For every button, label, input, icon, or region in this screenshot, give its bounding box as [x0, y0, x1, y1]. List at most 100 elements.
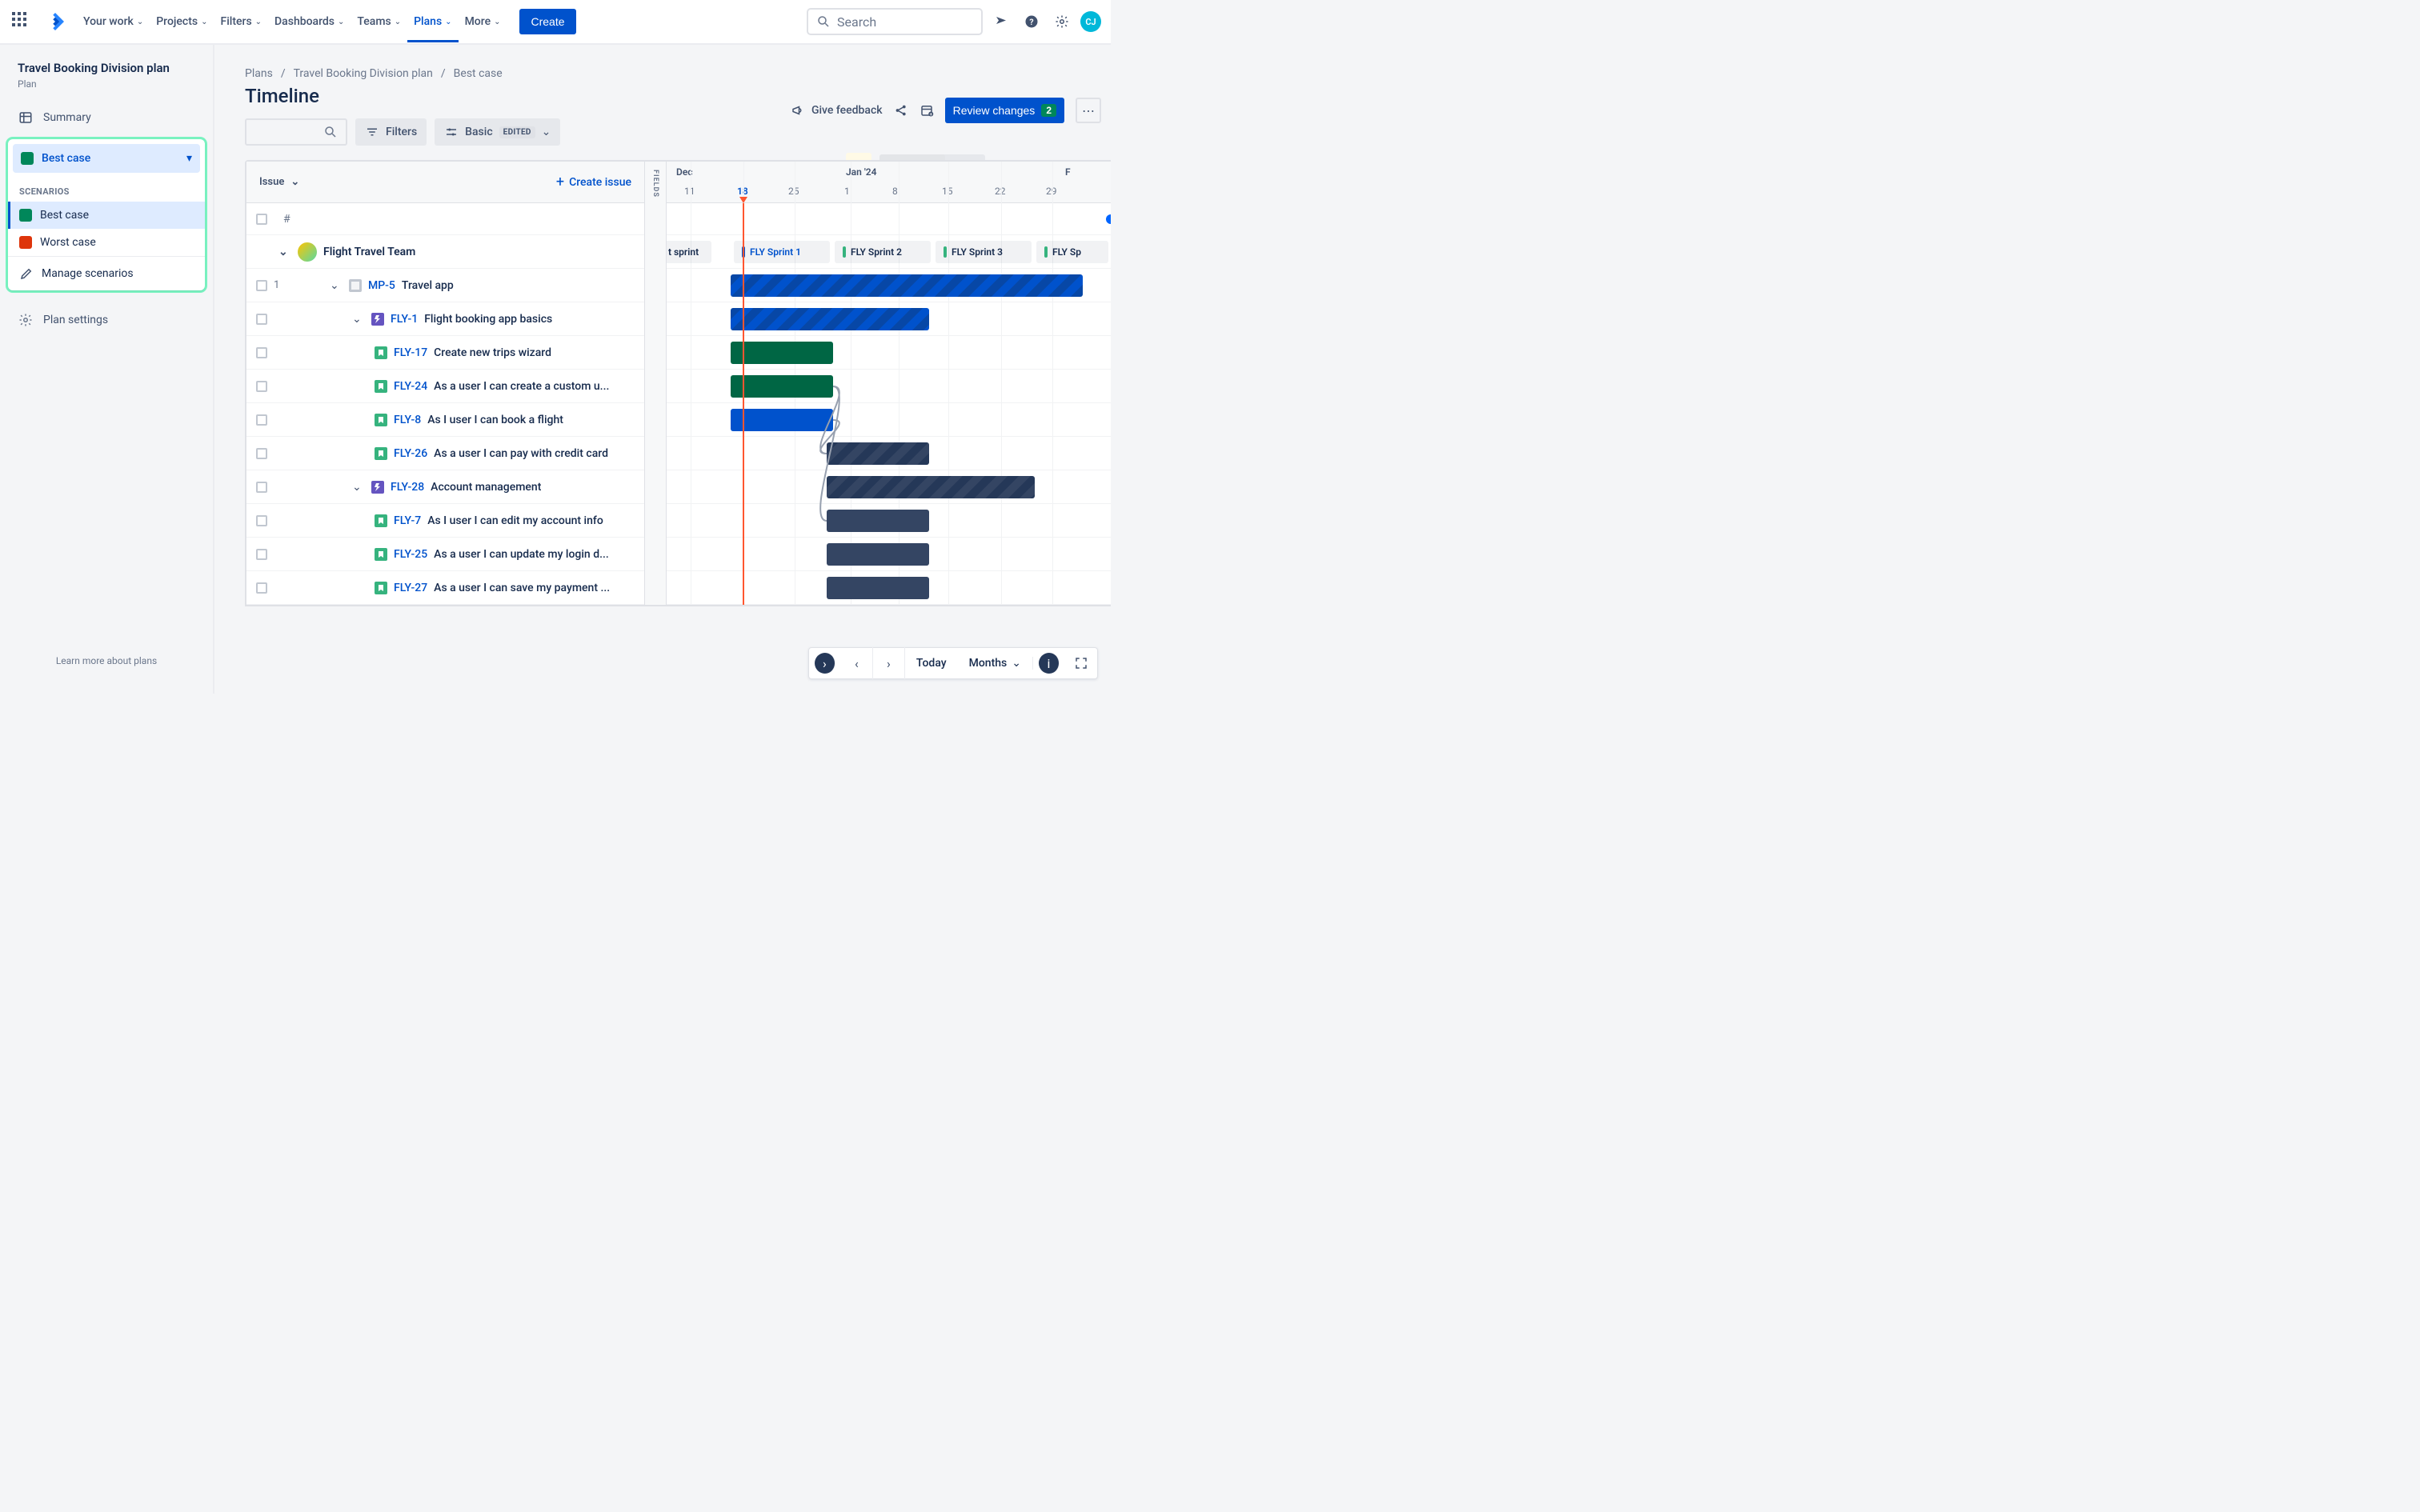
- today-button[interactable]: Today: [905, 657, 958, 670]
- gantt-bar[interactable]: [827, 476, 1035, 498]
- breadcrumb-item[interactable]: Travel Booking Division plan: [294, 67, 433, 80]
- issue-key[interactable]: FLY-8: [394, 414, 421, 426]
- expand-icon[interactable]: ⌄: [352, 313, 365, 326]
- team-row[interactable]: ⌄ Flight Travel Team: [246, 235, 644, 269]
- give-feedback-button[interactable]: Give feedback: [791, 103, 883, 118]
- scenario-option-worst-case[interactable]: Worst case: [8, 229, 205, 256]
- gantt-bar[interactable]: [827, 510, 929, 532]
- review-changes-button[interactable]: Review changes 2: [945, 98, 1064, 123]
- issue-row[interactable]: ⌄ FLY-28 Account management: [246, 470, 644, 504]
- issue-row[interactable]: FLY-27 As a user I can save my payment .…: [246, 571, 644, 605]
- learn-link[interactable]: Learn more about plans: [0, 655, 213, 678]
- sidebar-item-plan-settings[interactable]: Plan settings: [0, 305, 213, 335]
- gantt-bar[interactable]: [731, 308, 929, 330]
- breadcrumb-item[interactable]: Best case: [454, 67, 503, 80]
- scroll-right-button[interactable]: ›: [815, 653, 835, 674]
- autoschedule-button[interactable]: +: [920, 103, 934, 118]
- row-checkbox[interactable]: [256, 448, 267, 459]
- issue-row[interactable]: FLY-25 As a user I can update my login d…: [246, 538, 644, 571]
- option-label: Best case: [40, 209, 89, 222]
- create-issue-button[interactable]: + Create issue: [556, 174, 631, 190]
- sidebar-item-summary[interactable]: Summary: [0, 102, 213, 133]
- share-button[interactable]: [894, 103, 908, 118]
- issue-row[interactable]: ⌄ FLY-1 Flight booking app basics: [246, 302, 644, 336]
- settings-icon[interactable]: [1050, 10, 1074, 34]
- select-all-checkbox[interactable]: [256, 214, 267, 225]
- gantt-bar[interactable]: [827, 543, 929, 566]
- gantt-bar[interactable]: [827, 442, 929, 465]
- nav-item-filters[interactable]: Filters⌄: [214, 1, 268, 42]
- row-checkbox[interactable]: [256, 482, 267, 493]
- issue-key[interactable]: FLY-17: [394, 346, 427, 359]
- issue-key[interactable]: FLY-28: [391, 481, 424, 494]
- manage-scenarios[interactable]: Manage scenarios: [8, 256, 205, 290]
- breadcrumb-item[interactable]: Plans: [245, 67, 273, 80]
- issue-key[interactable]: FLY-1: [391, 313, 418, 326]
- jira-logo-icon[interactable]: [46, 13, 64, 30]
- timeline-controls: › ‹ › Today Months ⌄ i: [808, 647, 1098, 679]
- scenario-option-best-case[interactable]: Best case: [8, 202, 205, 229]
- sprint-pill[interactable]: FLY Sprint 1: [734, 241, 830, 263]
- sprint-pill[interactable]: t sprint: [667, 241, 711, 263]
- gantt-bar[interactable]: [731, 274, 1083, 297]
- basic-filter-button[interactable]: Basic EDITED ⌄: [435, 118, 560, 146]
- row-checkbox[interactable]: [256, 347, 267, 358]
- issue-row[interactable]: FLY-26 As a user I can pay with credit c…: [246, 437, 644, 470]
- fullscreen-button[interactable]: [1065, 647, 1097, 679]
- row-checkbox[interactable]: [256, 414, 267, 426]
- nav-item-teams[interactable]: Teams⌄: [351, 1, 407, 42]
- row-checkbox[interactable]: [256, 381, 267, 392]
- gantt-bar[interactable]: [731, 409, 833, 431]
- global-search[interactable]: Search: [807, 8, 983, 35]
- issue-row[interactable]: FLY-17 Create new trips wizard: [246, 336, 644, 370]
- filters-button[interactable]: Filters: [355, 118, 427, 146]
- issue-key[interactable]: FLY-25: [394, 548, 427, 561]
- gantt-bar[interactable]: [731, 375, 833, 398]
- scenario-selected[interactable]: Best case ▾: [13, 144, 200, 173]
- issue-search[interactable]: [245, 118, 347, 146]
- issue-row[interactable]: FLY-24 As a user I can create a custom u…: [246, 370, 644, 403]
- nav-item-more[interactable]: More⌄: [459, 1, 507, 42]
- nav-item-dashboards[interactable]: Dashboards⌄: [268, 1, 351, 42]
- nav-label: Teams: [357, 15, 391, 28]
- info-button[interactable]: i: [1039, 653, 1060, 674]
- issue-key[interactable]: FLY-24: [394, 380, 427, 393]
- issue-row[interactable]: 1 ⌄ MP-5 Travel app: [246, 269, 644, 302]
- row-checkbox[interactable]: [256, 314, 267, 325]
- expand-icon[interactable]: ⌄: [352, 481, 365, 494]
- chevron-down-icon[interactable]: ⌄: [290, 176, 299, 188]
- row-checkbox[interactable]: [256, 582, 267, 594]
- gantt-bar[interactable]: [731, 342, 833, 364]
- nav-item-projects[interactable]: Projects⌄: [150, 1, 214, 42]
- expand-icon[interactable]: ⌄: [330, 279, 343, 292]
- issue-key[interactable]: MP-5: [368, 279, 395, 292]
- app-switcher-icon[interactable]: [10, 10, 34, 34]
- row-checkbox[interactable]: [256, 280, 267, 291]
- help-icon[interactable]: ?: [1020, 10, 1044, 34]
- sprint-pill[interactable]: FLY Sprint 3: [936, 241, 1032, 263]
- expand-icon[interactable]: ⌄: [278, 246, 291, 258]
- issue-row[interactable]: FLY-8 As I user I can book a flight: [246, 403, 644, 437]
- day-label: 18: [737, 186, 748, 197]
- nav-item-your-work[interactable]: Your work⌄: [77, 1, 150, 42]
- gantt-bar[interactable]: [827, 577, 929, 599]
- next-button[interactable]: ›: [873, 647, 905, 679]
- row-checkbox[interactable]: [256, 549, 267, 560]
- nav-item-plans[interactable]: Plans⌄: [407, 1, 458, 42]
- issue-key[interactable]: FLY-7: [394, 514, 421, 527]
- issue-row[interactable]: FLY-7 As I user I can edit my account in…: [246, 504, 644, 538]
- fields-strip[interactable]: FIELDS: [644, 162, 667, 605]
- notifications-icon[interactable]: [989, 10, 1013, 34]
- issue-key[interactable]: FLY-26: [394, 447, 427, 460]
- basic-label: Basic: [465, 126, 492, 138]
- row-checkbox[interactable]: [256, 515, 267, 526]
- sprint-pill[interactable]: FLY Sprint 2: [835, 241, 931, 263]
- issue-key[interactable]: FLY-27: [394, 582, 427, 594]
- release-marker[interactable]: [1106, 214, 1111, 224]
- create-button[interactable]: Create: [519, 9, 575, 34]
- prev-button[interactable]: ‹: [841, 647, 873, 679]
- zoom-select[interactable]: Months ⌄: [958, 657, 1033, 670]
- sprint-pill[interactable]: FLY Sp: [1036, 241, 1108, 263]
- more-actions-button[interactable]: ⋯: [1076, 98, 1101, 123]
- user-avatar[interactable]: CJ: [1080, 11, 1101, 32]
